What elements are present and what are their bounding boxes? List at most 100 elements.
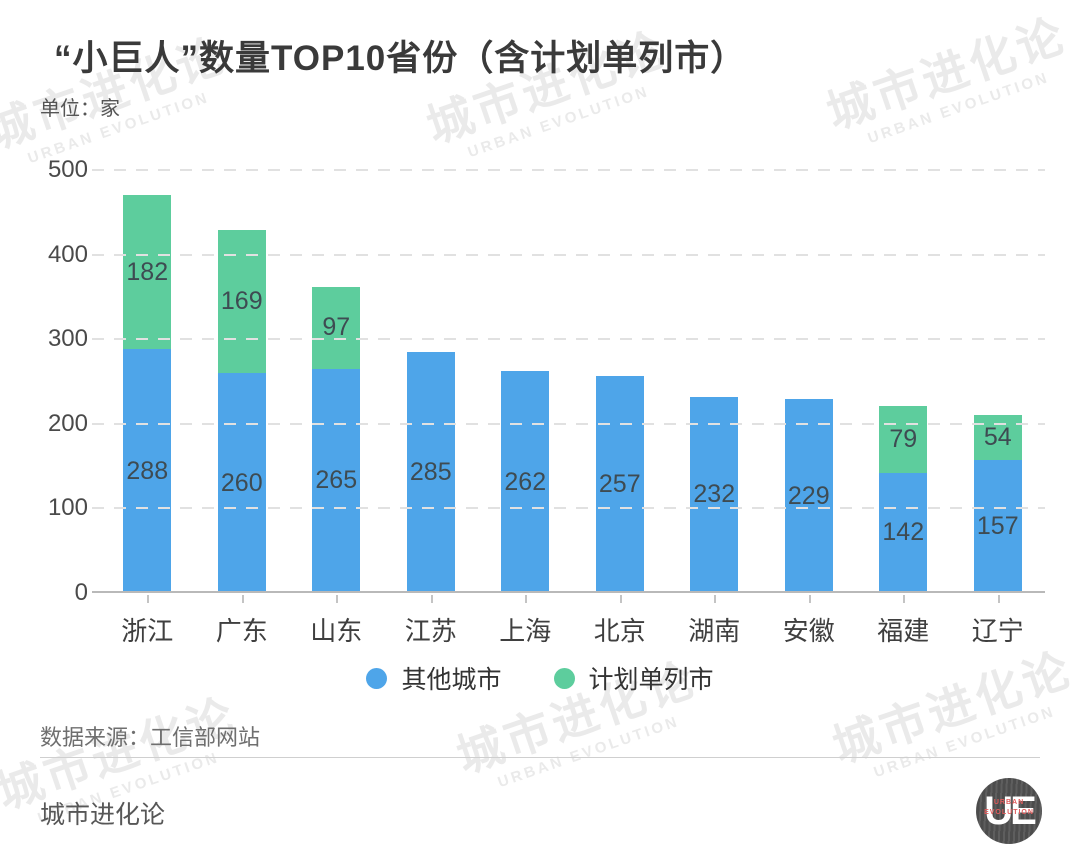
legend-label: 其他城市	[401, 666, 502, 694]
x-axis-tick-北京	[619, 595, 622, 603]
value-label: 262	[504, 467, 547, 496]
legend-label: 计划单列市	[588, 666, 714, 694]
watermark-en-text: URBAN EVOLUTION	[465, 82, 652, 161]
bar-辽宁: 54 157	[973, 414, 1022, 594]
footer-divider	[40, 757, 1040, 758]
bar-湖南: 232	[690, 396, 739, 593]
x-axis-label-北京: 北京	[593, 616, 646, 646]
bar-segment-山东-计划单列市: 97	[312, 286, 361, 369]
value-label: 257	[598, 469, 641, 498]
x-axis-tick-江苏	[430, 595, 433, 603]
gridline-100	[92, 507, 1045, 510]
bar-slot-上海: 262 上海	[478, 170, 573, 646]
bar-segment-上海-其他城市: 262	[501, 371, 550, 593]
bar-segment-山东-其他城市: 265	[312, 368, 361, 593]
bar-北京: 257	[595, 375, 644, 593]
x-axis-label-福建: 福建	[877, 616, 930, 646]
x-axis-label-辽宁: 辽宁	[971, 616, 1024, 646]
bar-segment-安徽-其他城市: 229	[784, 399, 833, 593]
bar-segment-福建-其他城市: 142	[879, 472, 928, 593]
bar-广东: 169 260	[217, 230, 266, 593]
x-axis-label-浙江: 浙江	[121, 616, 174, 646]
x-axis-tick-福建	[903, 595, 906, 603]
y-axis-tick-0: 0	[74, 579, 88, 606]
value-label: 157	[976, 512, 1019, 541]
x-axis-tick-辽宁	[997, 595, 1000, 603]
bar-segment-福建-计划单列市: 79	[879, 406, 928, 473]
bar-浙江: 182 288	[123, 195, 172, 593]
bar-slot-北京: 257 北京	[573, 170, 668, 646]
value-label: 97	[322, 313, 351, 342]
ue-logo-caption-line: URBAN	[993, 799, 1025, 806]
watermark-cn-text: 城市进化论	[826, 642, 1080, 773]
x-axis-label-上海: 上海	[499, 616, 552, 646]
bar-slot-山东: 97 265 山东	[289, 170, 384, 646]
chart-legend: 其他城市 计划单列市	[0, 660, 1080, 696]
value-label: 182	[126, 257, 169, 286]
y-axis-tick-500: 500	[47, 156, 88, 183]
value-label: 142	[882, 518, 925, 547]
x-axis-tick-山东	[336, 595, 339, 603]
bar-segment-辽宁-计划单列市: 54	[973, 414, 1022, 461]
gridline-500	[92, 169, 1045, 171]
ue-logo-caption: URBAN EVOLUTION	[976, 798, 1042, 818]
bar-山东: 97 265	[312, 286, 361, 593]
watermark-en-text: URBAN EVOLUTION	[871, 702, 1058, 781]
watermark-en-text: URBAN EVOLUTION	[25, 88, 212, 167]
bar-slot-湖南: 232 湖南	[667, 170, 762, 646]
legend-item-其他城市: 其他城市	[366, 660, 502, 696]
bar-slot-广东: 169 260 广东	[195, 170, 290, 646]
x-axis-label-江苏: 江苏	[404, 616, 457, 646]
gridline-300	[92, 338, 1045, 341]
x-axis-label-湖南: 湖南	[688, 616, 741, 646]
x-axis-tick-湖南	[714, 595, 717, 603]
chart-title: “小巨人”数量TOP10省份（含计划单列市）	[54, 39, 747, 78]
y-axis-tick-100: 100	[47, 494, 88, 522]
bar-江苏: 285	[406, 351, 455, 593]
ue-logo: UE URBAN EVOLUTION	[976, 778, 1042, 844]
x-axis-tick-安徽	[808, 595, 811, 603]
legend-item-计划单列市: 计划单列市	[553, 660, 714, 696]
gridline-200	[92, 422, 1045, 425]
x-axis-tick-广东	[241, 595, 244, 603]
value-label: 169	[220, 287, 263, 316]
bar-slots: 182 288 浙江 169 260 广东 97 265 山东 285 江苏 262 上海 257 北京 23…	[100, 170, 1046, 646]
bar-segment-广东-计划单列市: 169	[217, 230, 266, 374]
value-label: 260	[220, 468, 263, 497]
value-label: 232	[693, 480, 736, 509]
x-axis-tick-上海	[525, 595, 528, 603]
value-label: 285	[409, 457, 452, 486]
ue-logo-caption-line: EVOLUTION	[984, 808, 1034, 816]
bar-上海: 262	[501, 371, 550, 593]
gridline-400	[92, 253, 1045, 256]
bar-segment-浙江-其他城市: 288	[123, 349, 172, 593]
watermark: 城市进化论 URBAN EVOLUTION	[797, 1, 1080, 164]
x-axis-tick-浙江	[147, 595, 150, 603]
watermark-en-text: URBAN EVOLUTION	[865, 68, 1052, 147]
x-axis-label-安徽: 安徽	[782, 616, 835, 646]
unit-label: 单位：家	[40, 98, 120, 120]
ue-logo-monogram: UE	[984, 789, 1037, 833]
bar-segment-江苏-其他城市: 285	[406, 351, 455, 593]
watermark-en-text: URBAN EVOLUTION	[495, 712, 682, 791]
bar-segment-湖南-其他城市: 232	[690, 396, 739, 593]
bar-slot-浙江: 182 288 浙江	[100, 170, 195, 646]
bar-segment-广东-其他城市: 260	[217, 373, 266, 593]
x-axis-label-广东: 广东	[215, 616, 268, 646]
bar-福建: 79 142	[879, 406, 928, 593]
bar-slot-福建: 79 142 福建	[856, 170, 951, 646]
value-label: 265	[315, 466, 358, 495]
bar-segment-北京-其他城市: 257	[595, 375, 644, 593]
bar-slot-安徽: 229 安徽	[762, 170, 857, 646]
value-label: 288	[126, 456, 169, 485]
bar-安徽: 229	[784, 399, 833, 593]
bar-segment-辽宁-其他城市: 157	[973, 460, 1022, 593]
data-source-label: 数据来源：工信部网站	[40, 725, 261, 750]
legend-dot-icon	[366, 667, 388, 689]
value-label: 229	[787, 481, 830, 510]
bar-slot-辽宁: 54 157 辽宁	[951, 170, 1046, 646]
legend-dot-icon	[553, 667, 575, 689]
bar-segment-浙江-计划单列市: 182	[123, 195, 172, 350]
watermark-cn-text: 城市进化论	[820, 8, 1074, 139]
